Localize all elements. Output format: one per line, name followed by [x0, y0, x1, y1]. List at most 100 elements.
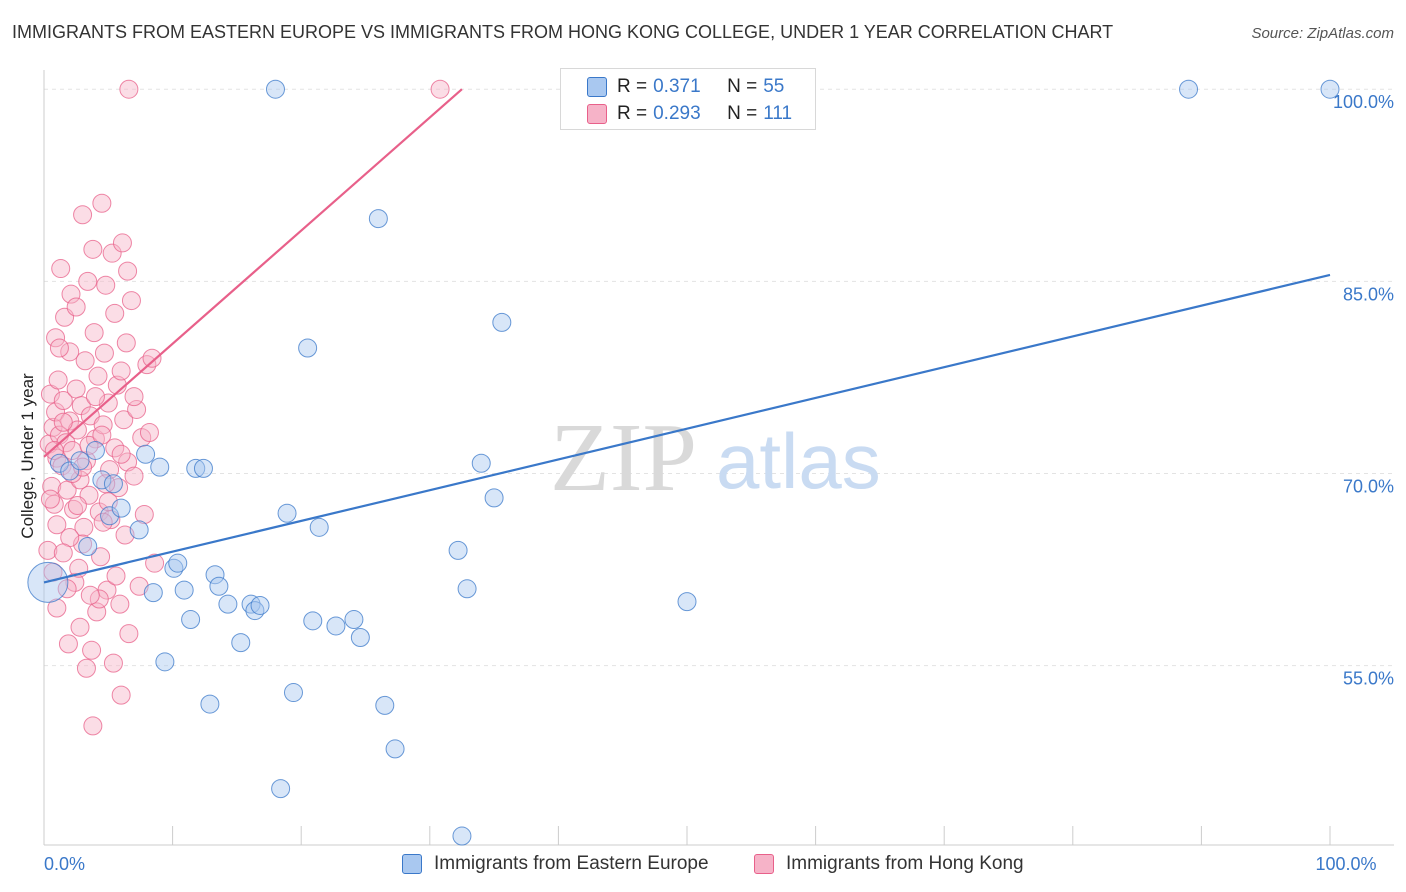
point-eastern-europe: [100, 506, 120, 526]
point-hong-kong: [53, 390, 73, 410]
point-eastern-europe: [484, 488, 504, 508]
point-hong-kong: [40, 489, 60, 509]
point-hong-kong: [145, 553, 165, 573]
point-eastern-europe: [277, 503, 297, 523]
point-hong-kong: [61, 284, 81, 304]
legend-row-hong-kong: R = 0.293 N = 111: [587, 102, 792, 126]
point-hong-kong: [53, 543, 73, 563]
bottom-legend-eastern-europe: Immigrants from Eastern Europe: [402, 852, 709, 876]
legend-n-label: N =: [727, 103, 758, 124]
legend-r-value: 0.293: [653, 103, 701, 124]
point-hong-kong: [51, 259, 71, 279]
point-eastern-europe: [303, 611, 323, 631]
point-eastern-europe: [309, 517, 329, 537]
point-hong-kong: [118, 452, 138, 472]
point-hong-kong: [85, 387, 105, 407]
bottom-legend-label: Immigrants from Eastern Europe: [434, 853, 709, 874]
point-eastern-europe: [181, 610, 201, 630]
point-hong-kong: [78, 271, 98, 291]
y-tick-label: 55.0%: [1343, 669, 1394, 689]
point-hong-kong: [79, 435, 99, 455]
x-tick-label: 0.0%: [44, 854, 85, 874]
point-hong-kong: [111, 685, 131, 705]
point-eastern-europe: [344, 610, 364, 630]
point-eastern-europe: [164, 558, 184, 578]
legend-r-value: 0.371: [653, 76, 701, 97]
point-eastern-europe: [265, 79, 285, 99]
point-hong-kong: [111, 361, 131, 381]
point-hong-kong: [80, 585, 100, 605]
point-hong-kong: [134, 505, 154, 525]
point-eastern-europe: [448, 540, 468, 560]
point-hong-kong: [82, 640, 102, 660]
point-eastern-europe: [245, 601, 265, 621]
point-hong-kong: [119, 79, 139, 99]
point-eastern-europe: [375, 695, 395, 715]
point-eastern-europe: [350, 627, 370, 647]
point-hong-kong: [49, 338, 69, 358]
point-hong-kong: [47, 515, 67, 535]
point-hong-kong: [121, 291, 141, 311]
point-hong-kong: [73, 205, 93, 225]
point-eastern-europe: [209, 576, 229, 596]
point-eastern-europe: [129, 520, 149, 540]
point-hong-kong: [119, 624, 139, 644]
trend-line-eastern-europe: [43, 273, 1331, 584]
point-eastern-europe: [193, 458, 213, 478]
point-hong-kong: [43, 417, 63, 437]
point-hong-kong: [91, 547, 111, 567]
point-eastern-europe: [186, 458, 206, 478]
point-hong-kong: [106, 566, 126, 586]
source-label: Source: ZipAtlas.com: [1251, 25, 1394, 42]
point-eastern-europe: [111, 498, 131, 518]
point-hong-kong: [83, 716, 103, 736]
y-tick-label: 100.0%: [1333, 92, 1394, 112]
point-hong-kong: [94, 343, 114, 363]
chart-title: IMMIGRANTS FROM EASTERN EUROPE VS IMMIGR…: [12, 22, 1114, 42]
legend-r-label: R =: [617, 103, 648, 124]
point-hong-kong: [84, 323, 104, 343]
legend-n-value: 111: [763, 103, 793, 124]
point-hong-kong: [48, 370, 68, 390]
point-hong-kong: [111, 444, 131, 464]
point-eastern-europe: [385, 739, 405, 759]
point-hong-kong: [46, 402, 66, 422]
point-hong-kong: [96, 275, 116, 295]
point-hong-kong: [47, 598, 67, 618]
point-hong-kong: [46, 328, 66, 348]
point-hong-kong: [124, 466, 144, 486]
bottom-legend-hong-kong: Immigrants from Hong Kong: [754, 852, 1024, 876]
point-hong-kong: [430, 79, 450, 99]
point-eastern-europe: [368, 209, 388, 229]
point-eastern-europe: [155, 652, 175, 672]
point-eastern-europe: [174, 580, 194, 600]
point-eastern-europe: [205, 565, 225, 585]
legend-r-label: R =: [617, 76, 648, 97]
point-hong-kong: [66, 297, 86, 317]
point-eastern-europe: [49, 453, 69, 473]
point-eastern-europe: [168, 553, 188, 573]
point-hong-kong: [93, 415, 113, 435]
point-hong-kong: [66, 379, 86, 399]
point-eastern-europe: [457, 579, 477, 599]
watermark-zip: ZIP: [550, 404, 697, 512]
point-hong-kong: [142, 348, 162, 368]
point-hong-kong: [83, 239, 103, 259]
point-eastern-europe: [70, 451, 90, 471]
legend-n-value: 55: [763, 76, 785, 97]
point-hong-kong: [56, 433, 76, 453]
legend-n-label: N =: [727, 76, 758, 97]
point-eastern-europe: [677, 592, 697, 612]
point-eastern-europe: [492, 312, 512, 332]
point-hong-kong: [58, 634, 78, 654]
y-tick-label: 85.0%: [1343, 284, 1394, 304]
legend-swatch-pink: [587, 104, 607, 124]
point-hong-kong: [100, 460, 120, 480]
point-eastern-europe: [1179, 79, 1199, 99]
series-hong-kong: [38, 79, 450, 736]
point-hong-kong: [129, 576, 149, 596]
point-hong-kong: [76, 658, 96, 678]
point-hong-kong: [38, 540, 58, 560]
gridlines: [44, 88, 1394, 667]
